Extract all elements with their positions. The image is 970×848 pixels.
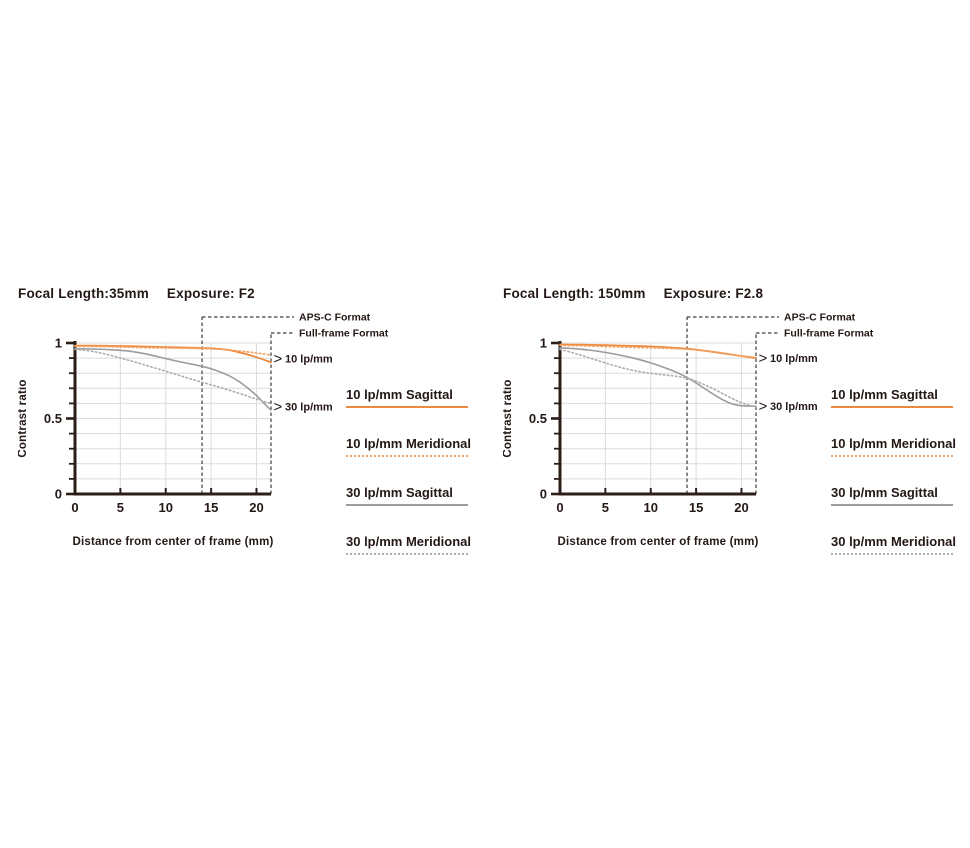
curve-30-lp-mm-sagittal <box>559 347 757 408</box>
legend-item: 30 lp/mm Meridional <box>831 534 956 584</box>
legend-label: 30 lp/mm Sagittal <box>831 485 938 500</box>
curve-10-lp-mm-meridional <box>559 344 757 360</box>
legend-item: 10 lp/mm Sagittal <box>831 388 953 437</box>
legend-line-orange-solid <box>831 406 953 408</box>
apsc-format-label: APS-C Format <box>299 312 371 324</box>
legend-line-orange-dotted <box>346 455 468 457</box>
legend-label: 30 lp/mm Meridional <box>831 534 956 549</box>
chart-title-left: Focal Length:35mm Exposure: F2 <box>18 286 255 301</box>
legend-item: 10 lp/mm Meridional <box>831 436 956 486</box>
x-tick-label: 5 <box>117 500 124 515</box>
y-tick-label: 1 <box>55 336 62 351</box>
x-tick-label: 10 <box>644 500 658 515</box>
annotation-chevron: > <box>274 399 283 416</box>
legend-line-gray-solid <box>346 504 468 506</box>
legend-item: 30 lp/mm Sagittal <box>346 486 468 535</box>
x-tick-label: 15 <box>689 500 703 515</box>
chart-title-right: Focal Length: 150mm Exposure: F2.8 <box>503 286 763 301</box>
annotation-chevron: > <box>759 350 768 367</box>
x-axis-title: Distance from center of frame (mm) <box>72 536 273 548</box>
y-tick-label: 0.5 <box>44 411 62 426</box>
legend-label: 10 lp/mm Sagittal <box>346 387 453 402</box>
legend-label: 10 lp/mm Meridional <box>831 436 956 451</box>
legend-item: 30 lp/mm Meridional <box>346 534 471 584</box>
x-tick-label: 10 <box>159 500 173 515</box>
legend-line-gray-dotted <box>831 553 953 555</box>
annotation-label: 30 lp/mm <box>770 401 818 413</box>
x-axis-title: Distance from center of frame (mm) <box>557 536 758 548</box>
curve-10-lp-mm-meridional <box>74 345 272 356</box>
legend-label: 10 lp/mm Sagittal <box>831 387 938 402</box>
legend-label: 30 lp/mm Sagittal <box>346 485 453 500</box>
legend-line-gray-solid <box>831 504 953 506</box>
x-tick-label: 5 <box>602 500 609 515</box>
legend-label: 10 lp/mm Meridional <box>346 436 471 451</box>
y-tick-label: 0.5 <box>529 411 547 426</box>
y-axis-title: Contrast ratio <box>18 379 29 457</box>
legend-line-orange-solid <box>346 406 468 408</box>
x-tick-label: 20 <box>249 500 263 515</box>
curve-30-lp-mm-meridional <box>74 348 272 404</box>
annotation-chevron: > <box>274 351 283 368</box>
annotation-label: 10 lp/mm <box>285 354 333 366</box>
fullframe-format-label: Full-frame Format <box>299 328 389 340</box>
x-tick-label: 0 <box>556 500 563 515</box>
exposure-label: Exposure: F2 <box>166 286 255 301</box>
fullframe-format-label: Full-frame Format <box>784 328 874 340</box>
legend-item: 10 lp/mm Sagittal <box>346 388 468 437</box>
legend-left: 10 lp/mm Sagittal 10 lp/mm Meridional 30… <box>346 388 471 584</box>
annotation-label: 30 lp/mm <box>285 402 333 414</box>
focal-length-label: Focal Length:35mm <box>18 286 149 301</box>
annotation-label: 10 lp/mm <box>770 353 818 365</box>
legend-line-gray-dotted <box>346 553 468 555</box>
y-axis-title: Contrast ratio <box>503 379 514 457</box>
y-tick-label: 1 <box>540 336 547 351</box>
x-tick-label: 0 <box>71 500 78 515</box>
x-tick-label: 20 <box>734 500 748 515</box>
x-tick-label: 15 <box>204 500 218 515</box>
y-tick-label: 0 <box>55 487 62 502</box>
focal-length-label: Focal Length: 150mm <box>503 286 646 301</box>
annotation-chevron: > <box>759 398 768 415</box>
curve-30-lp-mm-sagittal <box>74 347 272 411</box>
y-tick-label: 0 <box>540 487 547 502</box>
apsc-format-label: APS-C Format <box>784 312 856 324</box>
curve-10-lp-mm-sagittal <box>74 344 272 364</box>
legend-item: 30 lp/mm Sagittal <box>831 486 953 535</box>
legend-line-orange-dotted <box>831 455 953 457</box>
legend-item: 10 lp/mm Meridional <box>346 436 471 486</box>
curve-30-lp-mm-meridional <box>559 348 757 408</box>
legend-right: 10 lp/mm Sagittal 10 lp/mm Meridional 30… <box>831 388 956 584</box>
exposure-label: Exposure: F2.8 <box>663 286 764 301</box>
legend-label: 30 lp/mm Meridional <box>346 534 471 549</box>
